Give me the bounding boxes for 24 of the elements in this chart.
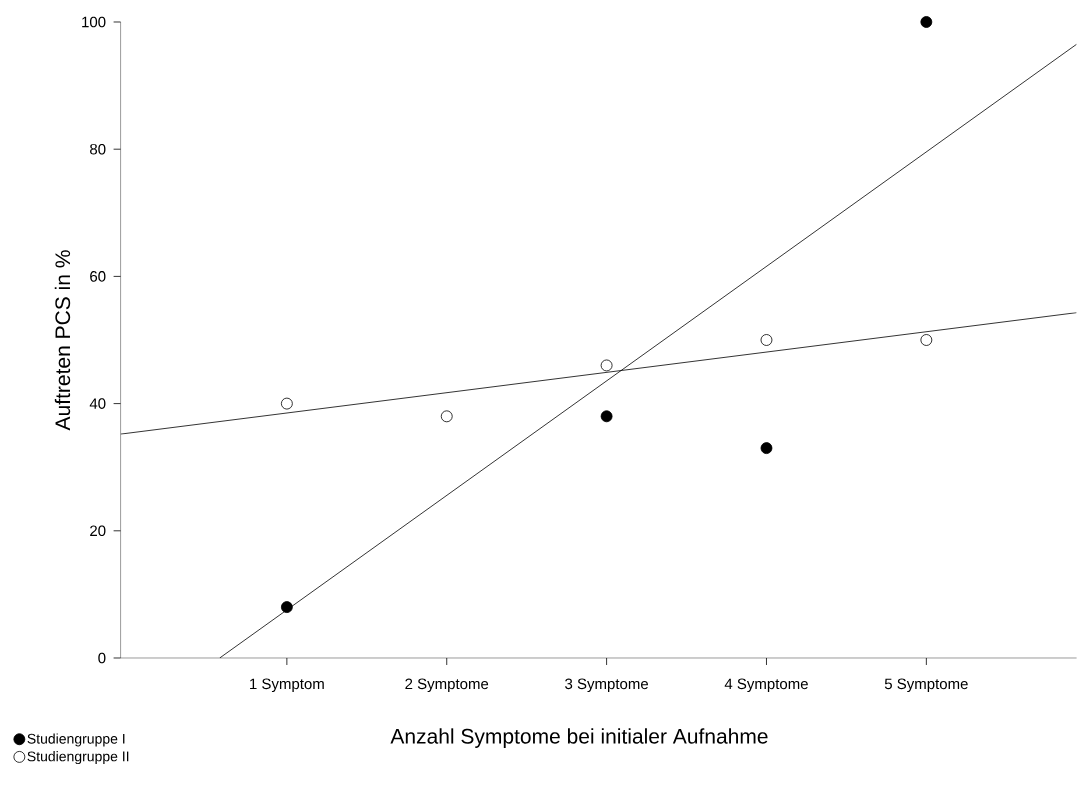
y-tick-label: 100 — [82, 16, 106, 28]
x-tick-label: 5 Symptome — [884, 678, 968, 693]
legend-label: Studiengruppe II — [27, 751, 129, 765]
x-axis-title: Anzahl Symptome bei initialer Aufnahme — [390, 728, 768, 748]
point — [760, 334, 773, 346]
point — [760, 442, 773, 455]
point — [280, 601, 293, 614]
y-tick-label: 80 — [90, 143, 106, 155]
point — [600, 410, 613, 423]
x-tick-label: 3 Symptome — [565, 678, 649, 693]
legend-label: Studiengruppe I — [27, 733, 125, 747]
point — [440, 410, 453, 423]
point — [920, 334, 933, 346]
x-tick-label: 4 Symptome — [724, 678, 808, 693]
y-tick-label: 60 — [90, 271, 106, 282]
point — [600, 359, 613, 372]
y-tick-label: 40 — [89, 398, 106, 409]
y-tick-label: 0 — [98, 652, 106, 664]
x-tick-label: 2 Symptome — [405, 678, 489, 693]
y-tick-label: 20 — [90, 525, 106, 537]
y-axis-title: Auftreten PCS in % — [54, 250, 71, 431]
x-tick-label: 1 Symptom — [250, 678, 324, 693]
point — [280, 397, 293, 410]
point — [920, 16, 933, 28]
